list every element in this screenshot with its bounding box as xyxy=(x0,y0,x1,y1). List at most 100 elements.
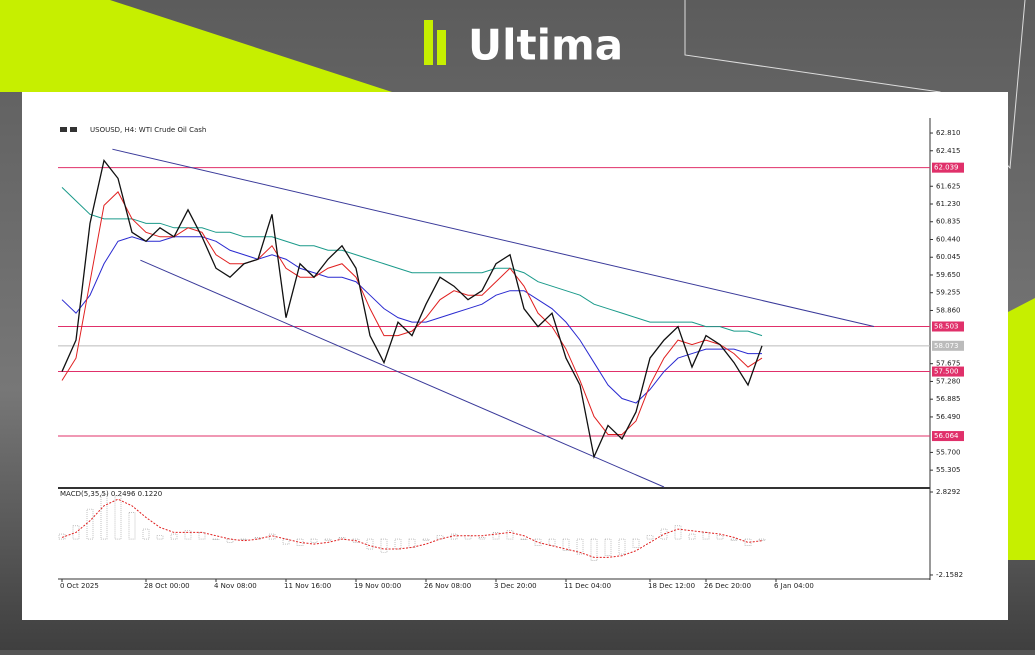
level-label: 58.073 xyxy=(934,342,959,350)
macd-bar xyxy=(548,538,556,547)
level-label: 62.039 xyxy=(934,164,959,172)
title-icon xyxy=(60,127,67,132)
y-tick-label: 62.415 xyxy=(936,147,961,155)
macd-bar xyxy=(660,528,668,540)
chart-title: USOUSD, H4: WTI Crude Oil Cash xyxy=(90,126,206,134)
level-tag xyxy=(932,340,964,351)
macd-bar xyxy=(534,538,542,547)
macd-bar xyxy=(716,535,724,540)
macd-bar xyxy=(394,538,402,550)
x-tick-label: 3 Dec 20:00 xyxy=(494,582,537,590)
macd-bar xyxy=(114,495,122,540)
y-tick-label: 55.305 xyxy=(936,466,961,474)
macd-bar xyxy=(520,538,528,540)
macd-bar xyxy=(324,538,332,542)
macd-bar xyxy=(478,537,486,540)
macd-bar xyxy=(170,533,178,540)
macd-bar xyxy=(296,538,304,547)
trendline xyxy=(140,259,665,488)
x-tick-label: 6 Jan 04:00 xyxy=(774,582,814,590)
macd-bar xyxy=(128,512,136,540)
macd-bar xyxy=(226,538,234,543)
x-tick-label: 4 Nov 08:00 xyxy=(214,582,257,590)
logo-mark xyxy=(424,20,433,65)
macd-bar xyxy=(576,538,584,555)
y-tick-label: 59.650 xyxy=(936,271,961,279)
level-tag xyxy=(932,162,964,173)
title-icon xyxy=(70,127,77,132)
y-tick-label: 60.045 xyxy=(936,253,961,261)
series-line xyxy=(61,191,763,435)
macd-bar xyxy=(674,525,682,540)
y-tick-label: 61.230 xyxy=(936,200,961,208)
trendline xyxy=(112,148,875,327)
level-label: 57.500 xyxy=(934,368,959,376)
x-tick-label: 28 Oct 00:00 xyxy=(144,582,190,590)
macd-bar xyxy=(562,538,570,552)
y-tick-label: 61.625 xyxy=(936,182,961,190)
macd-bar xyxy=(58,533,66,540)
y-tick-label: 58.860 xyxy=(936,306,961,314)
chart-card xyxy=(22,92,1008,620)
macd-bar xyxy=(408,538,416,548)
macd-bar xyxy=(422,538,430,542)
y-tick-label: 62.810 xyxy=(936,129,961,137)
y2-tick-label: -2.1582 xyxy=(936,571,963,579)
macd-bar xyxy=(268,533,276,540)
level-label: 58.503 xyxy=(934,322,959,330)
x-tick-label: 11 Dec 04:00 xyxy=(564,582,611,590)
macd-bar xyxy=(730,538,738,542)
series-line xyxy=(61,236,762,404)
y-tick-label: 60.835 xyxy=(936,218,961,226)
macd-bar xyxy=(506,530,514,540)
level-tag xyxy=(932,321,964,332)
logo-text: Ultima xyxy=(468,21,623,70)
macd-bar xyxy=(212,538,220,540)
logo-mark xyxy=(437,30,446,65)
level-label: 56.064 xyxy=(934,432,959,440)
accent-shape xyxy=(1008,298,1035,560)
y-tick-label: 57.675 xyxy=(936,360,961,368)
macd-bar xyxy=(688,533,696,540)
macd-bar xyxy=(156,535,164,540)
macd-bar xyxy=(450,533,458,540)
x-tick-label: 18 Dec 12:00 xyxy=(648,582,695,590)
macd-bar xyxy=(72,525,80,540)
y-tick-label: 55.700 xyxy=(936,448,961,456)
x-tick-label: 19 Nov 00:00 xyxy=(354,582,401,590)
y-tick-label: 59.255 xyxy=(936,289,961,297)
y-tick-label: 56.885 xyxy=(936,395,961,403)
macd-bar xyxy=(590,538,598,561)
macd-bar xyxy=(100,493,108,540)
macd-bar xyxy=(646,535,654,540)
macd-label: MACD(5,35,5) 0.2496 0.1220 xyxy=(60,490,162,498)
series-line xyxy=(61,158,763,460)
macd-bar xyxy=(492,532,500,540)
level-tag xyxy=(932,366,964,377)
macd-bar xyxy=(744,538,752,547)
macd-bar xyxy=(254,537,262,540)
macd-bar xyxy=(758,538,766,542)
x-tick-label: 26 Dec 20:00 xyxy=(704,582,751,590)
x-tick-label: 0 Oct 2025 xyxy=(60,582,99,590)
y-tick-label: 56.490 xyxy=(936,413,961,421)
y2-tick-label: 2.8292 xyxy=(936,488,961,496)
x-tick-label: 26 Nov 08:00 xyxy=(424,582,471,590)
macd-bar xyxy=(310,538,318,543)
macd-bar xyxy=(380,538,388,553)
macd-bar xyxy=(366,538,374,550)
macd-bar xyxy=(240,538,248,540)
macd-bar xyxy=(604,538,612,557)
macd-bar xyxy=(86,508,94,540)
accent-shape xyxy=(0,0,392,92)
y-tick-label: 60.440 xyxy=(936,235,961,243)
macd-bar xyxy=(142,528,150,540)
x-tick-label: 11 Nov 16:00 xyxy=(284,582,331,590)
macd-bar xyxy=(618,538,626,555)
y-tick-label: 57.280 xyxy=(936,377,961,385)
level-tag xyxy=(932,431,964,442)
macd-bar xyxy=(184,530,192,540)
macd-bar xyxy=(632,538,640,548)
